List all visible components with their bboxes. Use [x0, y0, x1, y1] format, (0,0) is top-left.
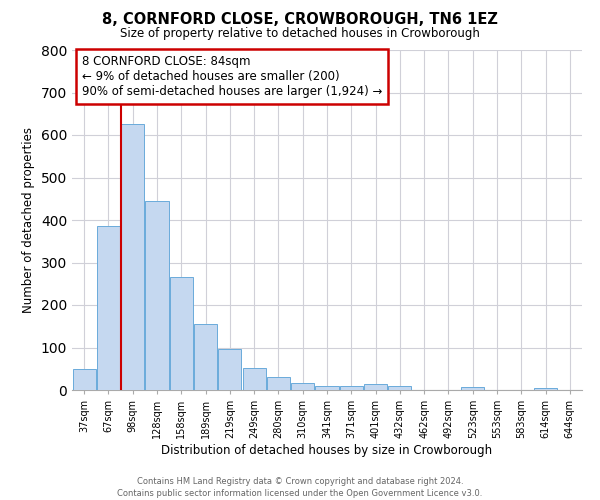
Bar: [534, 388, 557, 390]
Text: Size of property relative to detached houses in Crowborough: Size of property relative to detached ho…: [120, 28, 480, 40]
Bar: [73, 369, 95, 390]
Bar: [170, 278, 193, 390]
Bar: [267, 378, 290, 390]
X-axis label: Distribution of detached houses by size in Crowborough: Distribution of detached houses by size …: [161, 444, 493, 457]
Bar: [340, 386, 363, 390]
Bar: [121, 124, 144, 390]
Bar: [218, 349, 241, 390]
Bar: [291, 383, 314, 390]
Bar: [364, 384, 387, 390]
Bar: [461, 386, 484, 390]
Bar: [242, 368, 266, 390]
Bar: [97, 226, 120, 390]
Text: 8, CORNFORD CLOSE, CROWBOROUGH, TN6 1EZ: 8, CORNFORD CLOSE, CROWBOROUGH, TN6 1EZ: [102, 12, 498, 28]
Text: 8 CORNFORD CLOSE: 84sqm
← 9% of detached houses are smaller (200)
90% of semi-de: 8 CORNFORD CLOSE: 84sqm ← 9% of detached…: [82, 55, 383, 98]
Bar: [194, 324, 217, 390]
Text: Contains HM Land Registry data © Crown copyright and database right 2024.
Contai: Contains HM Land Registry data © Crown c…: [118, 476, 482, 498]
Y-axis label: Number of detached properties: Number of detached properties: [22, 127, 35, 313]
Bar: [145, 201, 169, 390]
Bar: [388, 386, 412, 390]
Bar: [316, 386, 338, 390]
